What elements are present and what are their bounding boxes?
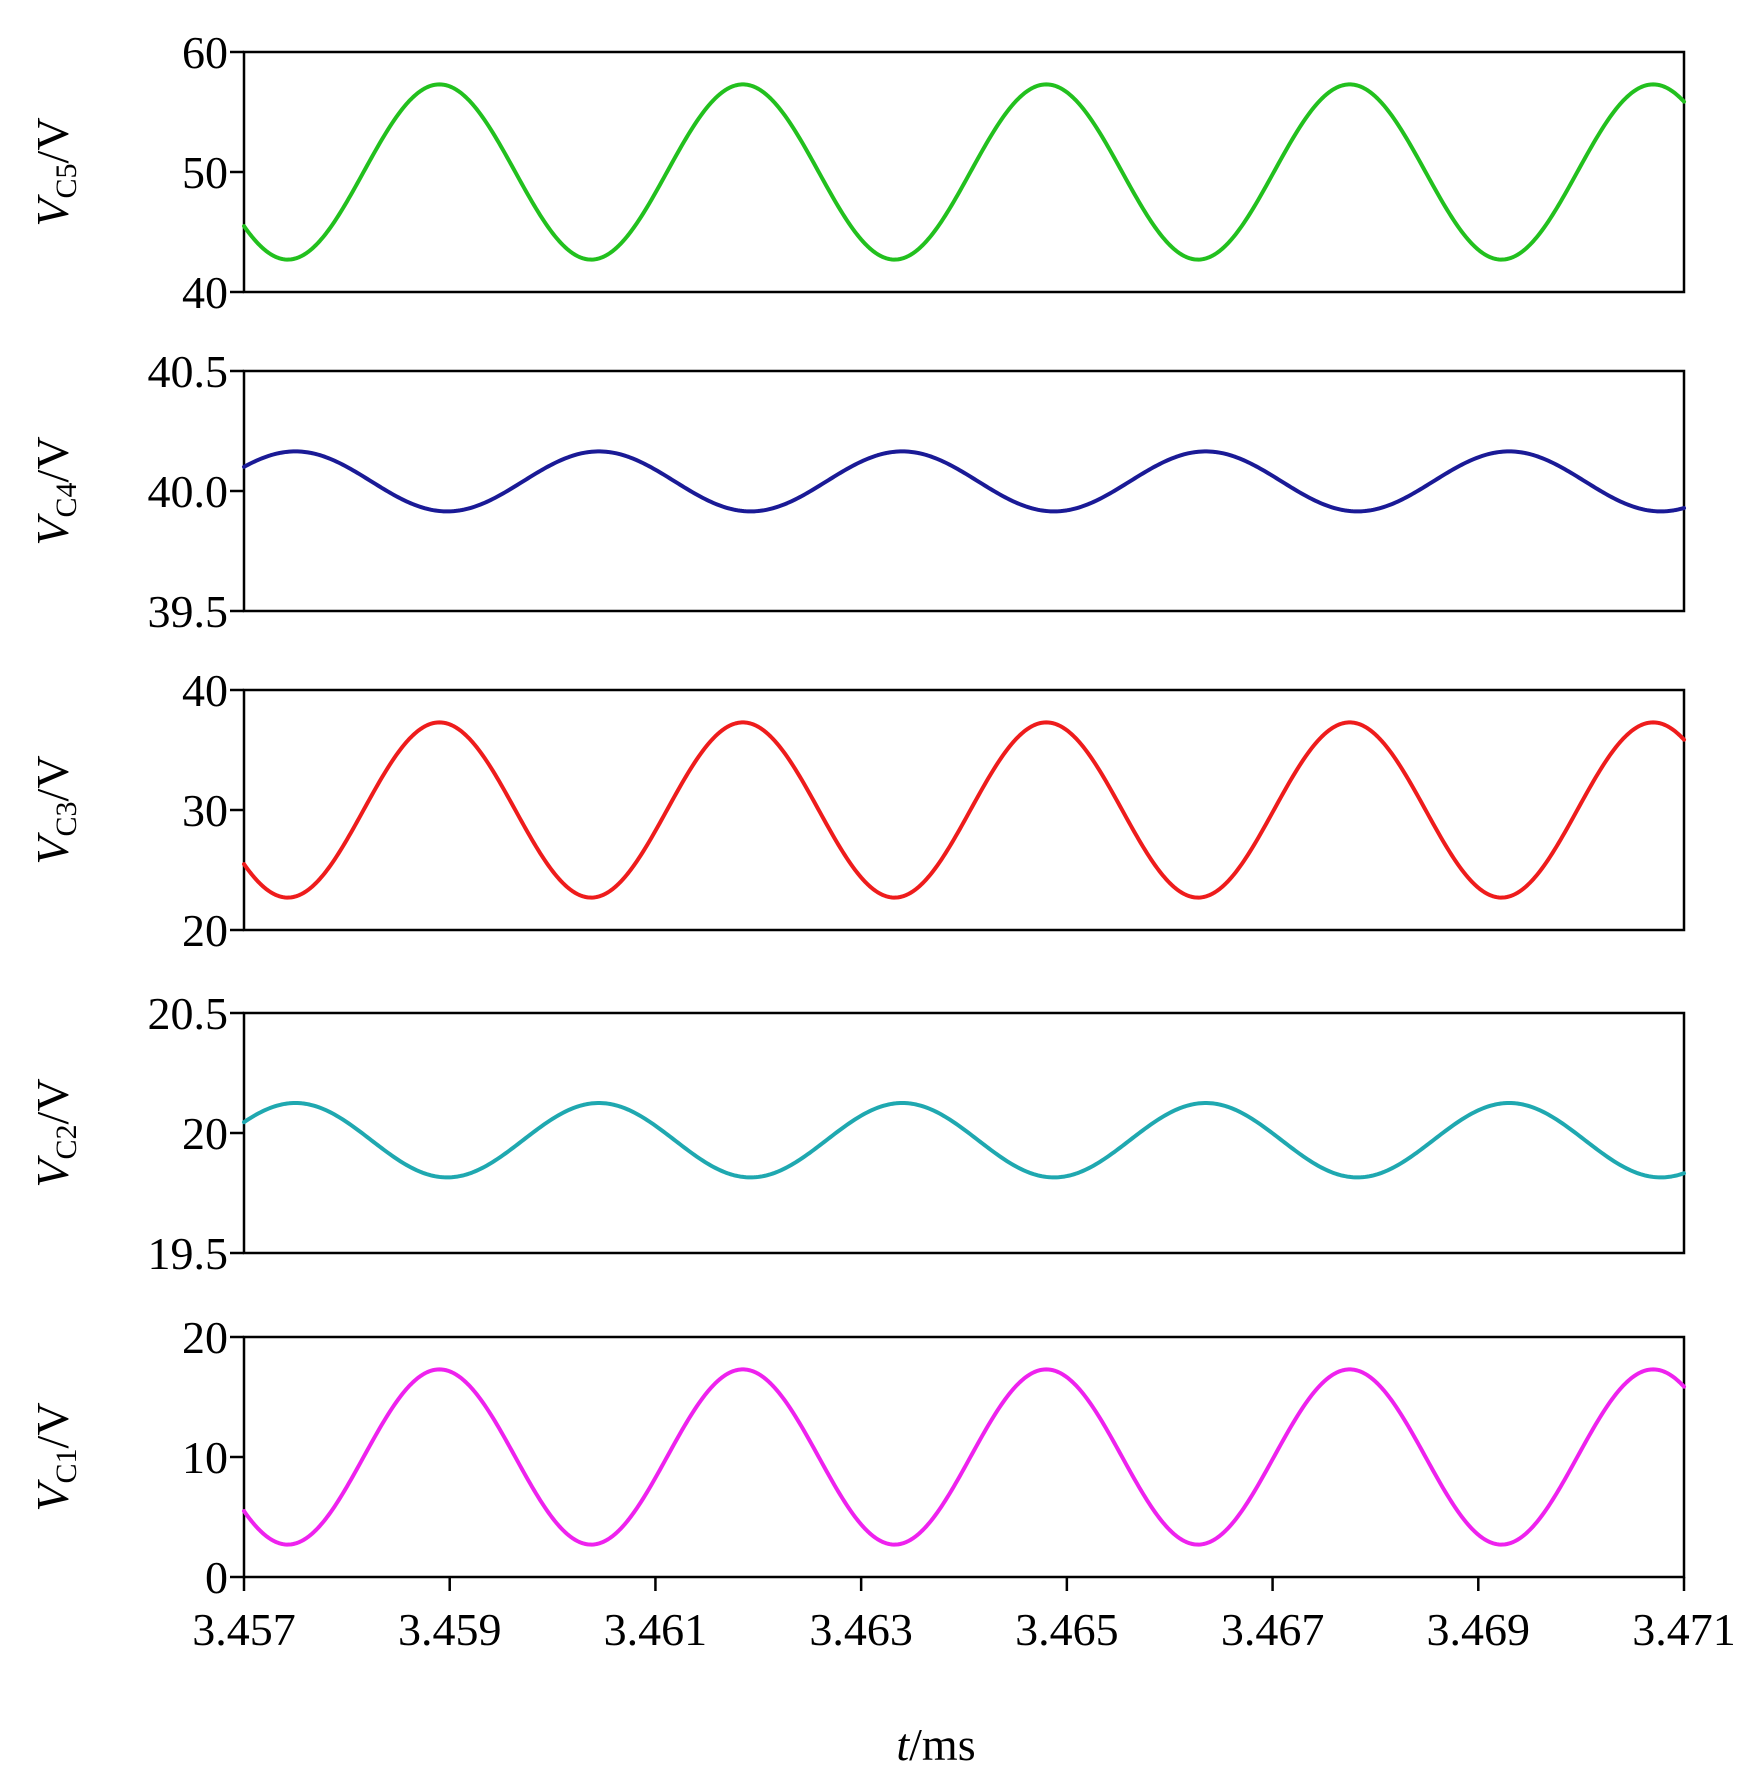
x-tick-label: 3.457 <box>192 1604 296 1655</box>
y-tick-label: 10 <box>182 1432 228 1483</box>
y-label-unit: /V <box>27 755 78 801</box>
y-tick-label: 60 <box>182 27 228 78</box>
y-label-var: V <box>27 832 78 865</box>
x-axis: 3.457 3.459 3.461 3.463 3.465 3.467 3.469 3.471 <box>192 1577 1736 1655</box>
x-tick-label: 3.467 <box>1221 1604 1325 1655</box>
series-line-vc1 <box>242 1367 1686 1547</box>
panel-frame <box>242 1335 1686 1579</box>
y-label-sub: C3 <box>50 801 83 836</box>
x-tick-label: 3.469 <box>1427 1604 1531 1655</box>
y-axis-label-vc5: VC5/V <box>27 117 83 226</box>
y-label-sub: C4 <box>50 482 83 517</box>
panel-frame <box>242 688 1686 932</box>
y-tick-label: 40.5 <box>148 346 229 397</box>
x-tick-label: 3.463 <box>809 1604 913 1655</box>
panel-frame <box>242 50 1686 294</box>
y-tick-label: 40 <box>182 665 228 716</box>
panel-frame <box>242 369 1686 613</box>
panel-vc3: 20 30 40 VC3/V <box>27 665 1686 956</box>
y-label-unit: /V <box>27 436 78 482</box>
x-tick-label: 3.459 <box>398 1604 502 1655</box>
y-axis-label-vc4: VC4/V <box>27 436 83 545</box>
y-tick-label: 50 <box>182 147 228 198</box>
panel-vc2: 19.5 20 20.5 VC2/V <box>27 988 1686 1279</box>
panel-frame <box>242 1011 1686 1255</box>
y-tick-label: 40.0 <box>148 466 229 517</box>
x-tick-label: 3.471 <box>1632 1604 1736 1655</box>
y-tick-label: 20 <box>182 1108 228 1159</box>
y-axis-label-vc2: VC2/V <box>27 1078 83 1187</box>
x-axis-label: t/ms <box>896 1719 975 1770</box>
y-tick-label: 19.5 <box>148 1228 229 1279</box>
y-tick-label: 20 <box>182 905 228 956</box>
panel-vc4: 39.5 40.0 40.5 VC4/V <box>27 346 1686 637</box>
series-line-vc5 <box>242 82 1686 262</box>
y-tick-label: 20 <box>182 1312 228 1363</box>
y-label-sub: C2 <box>50 1124 83 1159</box>
y-axis-label-vc3: VC3/V <box>27 755 83 864</box>
x-tick-label: 3.465 <box>1015 1604 1119 1655</box>
x-tick-label: 3.461 <box>604 1604 708 1655</box>
series-line-vc2 <box>242 1101 1686 1180</box>
panel-vc1: 0 10 20 VC1/V <box>27 1312 1686 1603</box>
y-tick-label: 20.5 <box>148 988 229 1039</box>
y-label-unit: /V <box>27 1078 78 1124</box>
y-label-sub: C1 <box>50 1448 83 1483</box>
series-line-vc4 <box>242 449 1686 514</box>
y-label-var: V <box>27 194 78 227</box>
y-label-unit: /V <box>27 1402 78 1448</box>
y-label-var: V <box>27 1155 78 1188</box>
y-tick-label: 0 <box>205 1552 228 1603</box>
y-tick-label: 30 <box>182 785 228 836</box>
y-tick-label: 40 <box>182 267 228 318</box>
y-label-var: V <box>27 513 78 546</box>
y-label-unit: /V <box>27 117 78 163</box>
y-axis-label-vc1: VC1/V <box>27 1402 83 1511</box>
y-label-var: V <box>27 1479 78 1512</box>
y-label-sub: C5 <box>50 163 83 198</box>
y-tick-label: 39.5 <box>148 586 229 637</box>
series-line-vc3 <box>242 720 1686 900</box>
panel-vc5: 40 50 60 VC5/V <box>27 27 1686 318</box>
